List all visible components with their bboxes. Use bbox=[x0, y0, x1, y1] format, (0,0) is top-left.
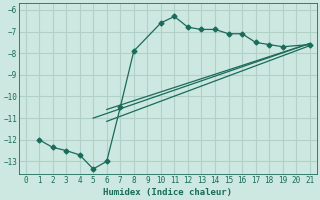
X-axis label: Humidex (Indice chaleur): Humidex (Indice chaleur) bbox=[103, 188, 232, 197]
